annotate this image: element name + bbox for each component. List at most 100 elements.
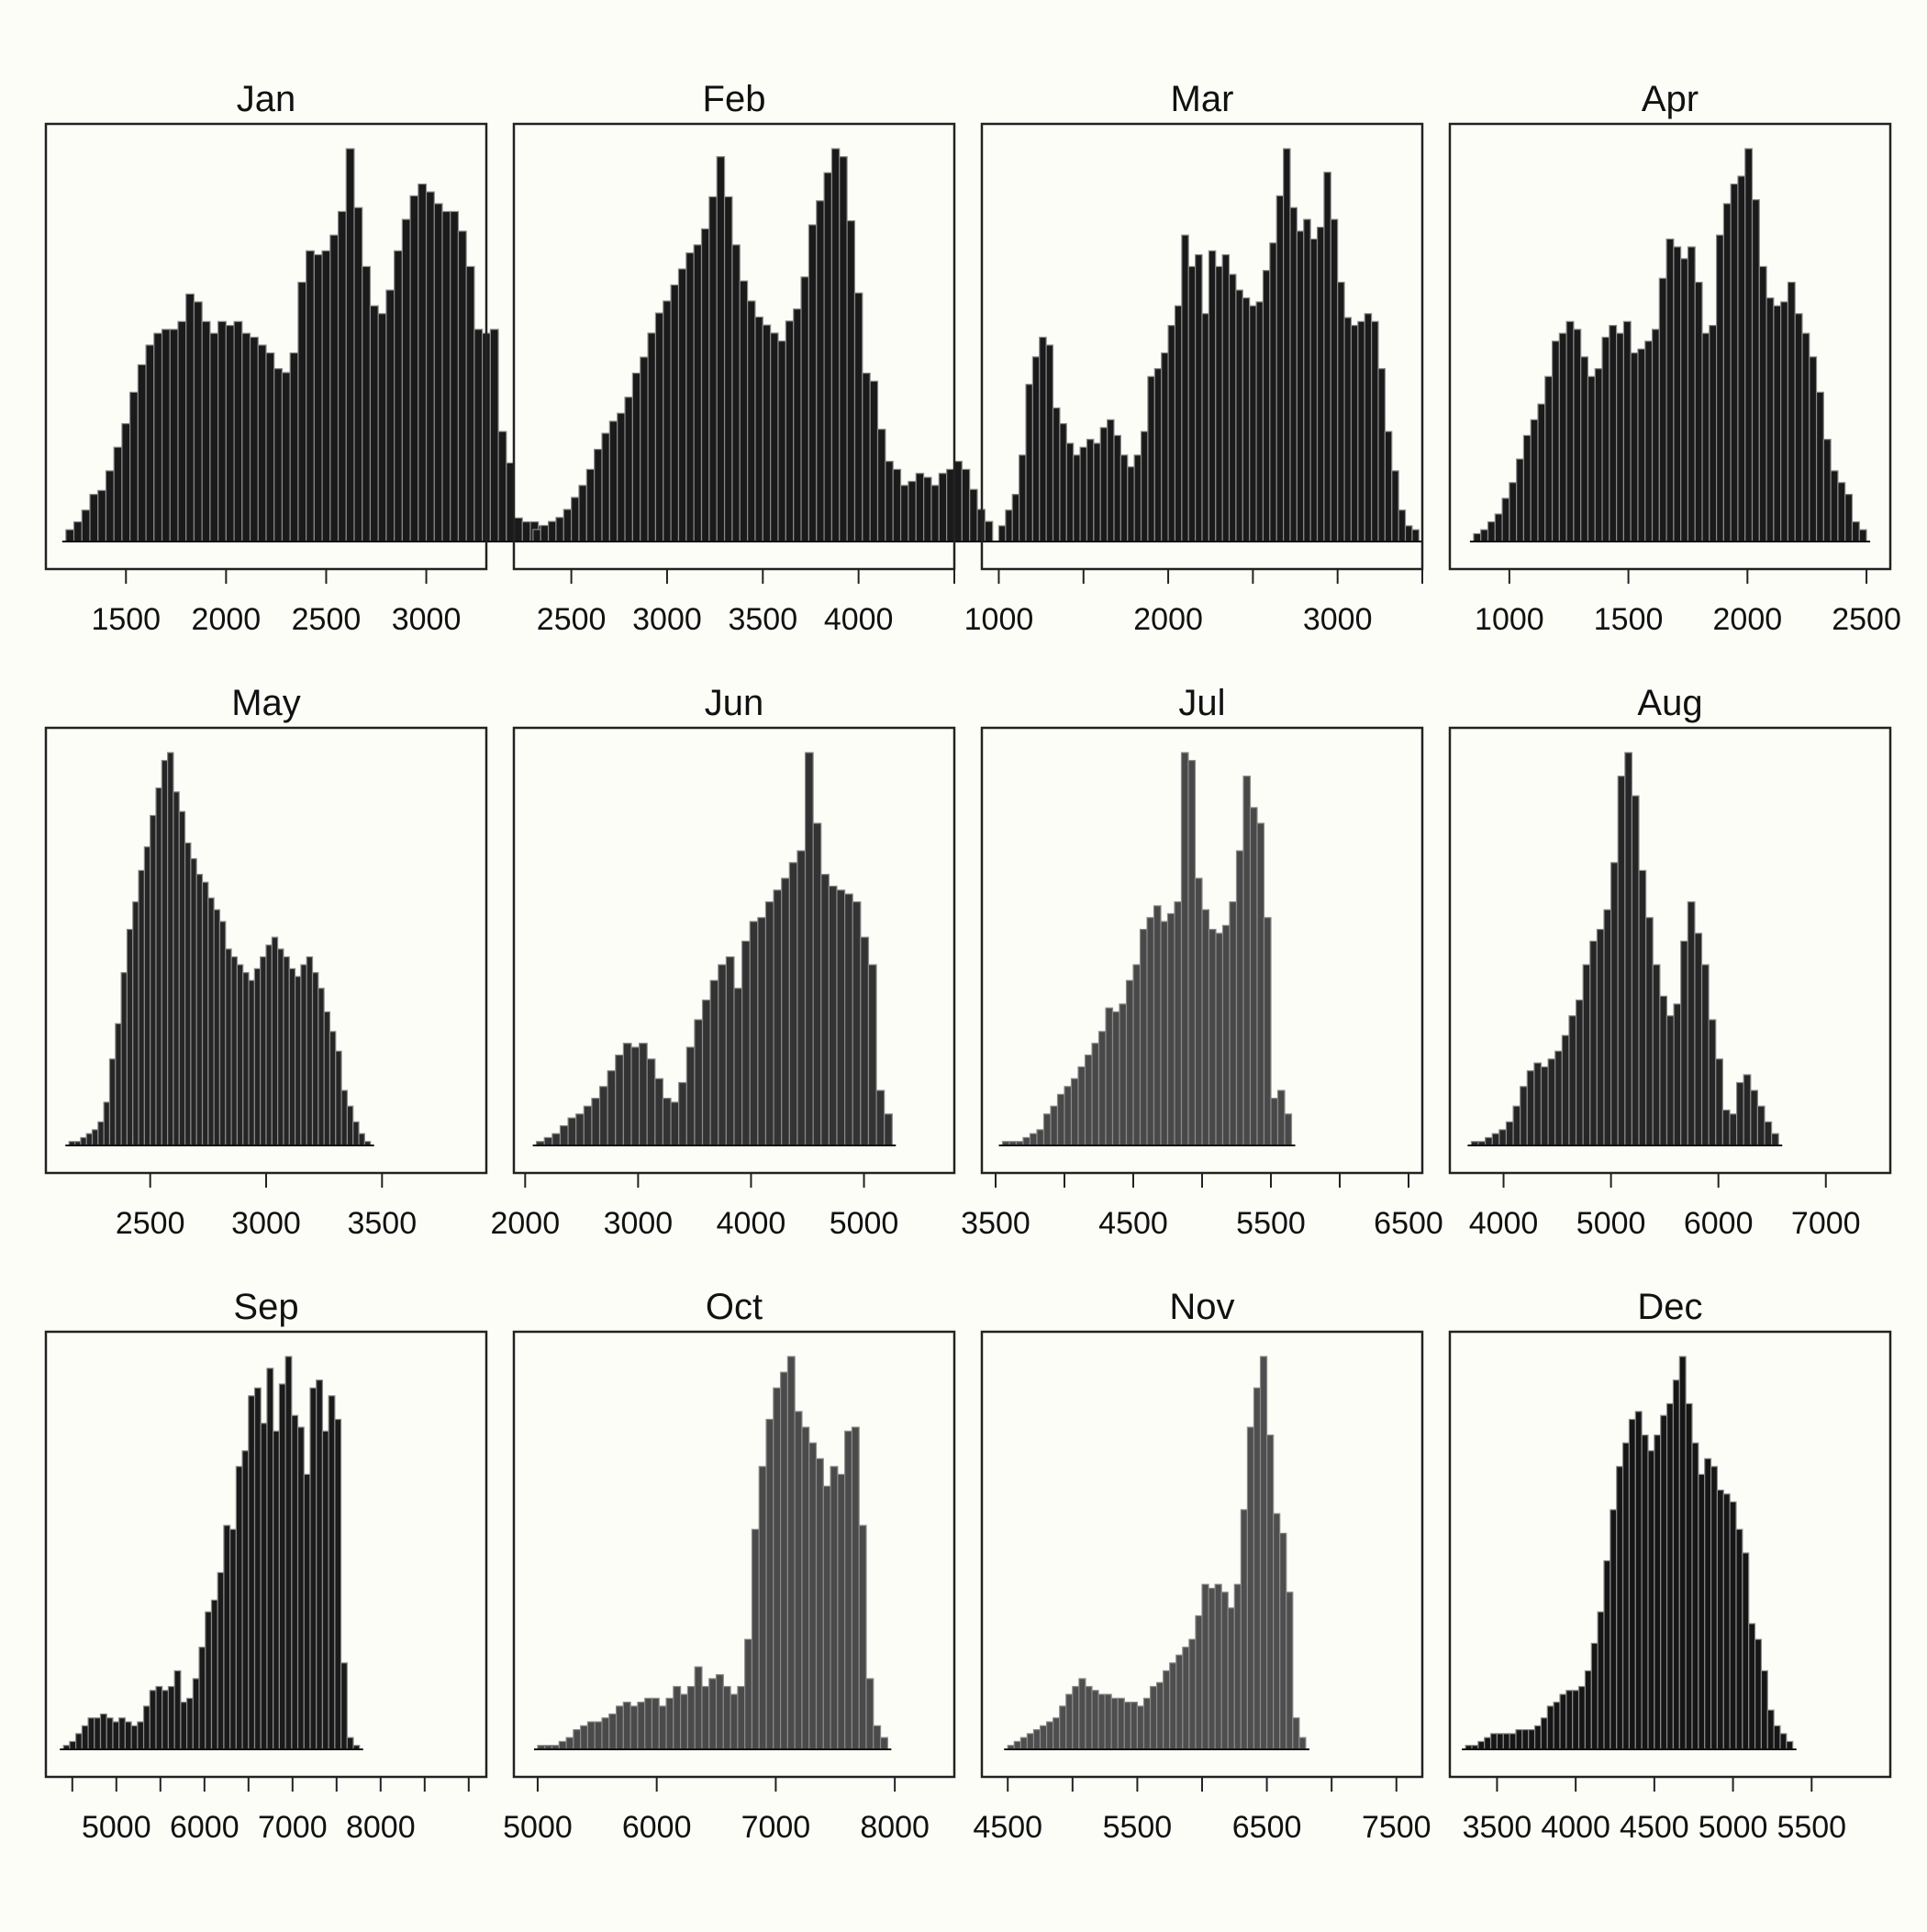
x-tick-label-apr-2: 2000	[1713, 602, 1783, 637]
bar-apr-28	[1673, 246, 1682, 542]
bar-mar-60	[1404, 525, 1413, 542]
bar-sep-5	[94, 1717, 102, 1750]
bar-oct-43	[844, 1430, 853, 1750]
bar-oct-5	[573, 1728, 582, 1750]
bar-jul-19	[1132, 964, 1142, 1146]
bar-aug-19	[1603, 909, 1612, 1146]
bar-jul-24	[1166, 912, 1175, 1146]
bar-jun-31	[781, 877, 790, 1146]
bar-aug-23	[1631, 795, 1640, 1146]
bar-sep-28	[235, 1466, 243, 1750]
panel-mar: Mar 1000 2000 3000	[964, 79, 1424, 637]
bar-jul-25	[1174, 901, 1183, 1146]
bar-dec-38	[1704, 1457, 1712, 1750]
bar-may-14	[150, 814, 157, 1146]
panel-title-oct: Oct	[706, 1287, 763, 1327]
bar-feb-46	[885, 461, 894, 542]
x-tick-label-oct-2: 7000	[741, 1810, 811, 1845]
bar-aug-28	[1665, 1015, 1675, 1146]
x-tick-label-dec-0: 3500	[1463, 1810, 1532, 1845]
bar-dec-45	[1748, 1623, 1756, 1750]
bar-mar-6	[1039, 336, 1047, 542]
bar-apr-37	[1737, 175, 1746, 542]
bar-oct-32	[765, 1418, 774, 1750]
bar-nov-6	[1045, 1721, 1054, 1750]
bar-jan-8	[129, 391, 139, 542]
panel-title-dec: Dec	[1637, 1287, 1702, 1327]
bar-jan-19	[217, 320, 227, 542]
x-tick-label-nov-1: 5500	[1103, 1810, 1173, 1845]
bar-apr-12	[1558, 332, 1567, 542]
bar-mar-23	[1153, 368, 1163, 542]
bar-jan-47	[441, 210, 451, 542]
bar-may-5	[97, 1121, 105, 1146]
bar-jun-2	[551, 1133, 562, 1146]
bar-jan-11	[153, 332, 163, 542]
bar-oct-11	[615, 1705, 624, 1750]
bar-feb-38	[823, 172, 833, 542]
bar-apr-10	[1544, 375, 1554, 542]
bar-dec-16	[1565, 1690, 1574, 1750]
bar-may-4	[91, 1129, 99, 1146]
bar-dec-41	[1722, 1493, 1731, 1750]
bar-oct-18	[665, 1697, 674, 1750]
bar-sep-19	[180, 1702, 188, 1750]
bar-oct-15	[644, 1697, 653, 1750]
bar-apr-54	[1858, 529, 1867, 542]
bar-jan-10	[145, 344, 155, 542]
x-tick-label-aug-1: 5000	[1576, 1206, 1646, 1241]
bar-dec-48	[1766, 1709, 1775, 1750]
bar-may-49	[352, 1121, 360, 1146]
bar-jun-15	[654, 1078, 664, 1146]
bar-jun-33	[796, 850, 807, 1146]
bar-mar-58	[1391, 470, 1399, 542]
bar-may-44	[323, 1011, 331, 1146]
bar-jun-10	[615, 1054, 624, 1146]
bar-dec-23	[1610, 1509, 1618, 1750]
bar-sep-42	[321, 1430, 329, 1750]
bar-sep-16	[162, 1690, 170, 1750]
bar-jul-10	[1070, 1078, 1079, 1146]
bar-mar-24	[1161, 352, 1169, 542]
bar-apr-50	[1830, 470, 1839, 542]
bar-mar-37	[1249, 305, 1257, 542]
bar-aug-18	[1596, 928, 1605, 1146]
bar-aug-20	[1610, 862, 1619, 1146]
bar-sep-44	[334, 1418, 342, 1750]
bar-apr-18	[1601, 336, 1610, 542]
bar-mar-5	[1031, 356, 1041, 542]
bar-nov-37	[1246, 1426, 1255, 1750]
panel-may: May 2500 3000 3500	[44, 683, 488, 1241]
bar-jan-39	[377, 313, 387, 542]
bar-jan-54	[497, 430, 507, 542]
bar-apr-9	[1537, 403, 1546, 542]
bar-nov-43	[1286, 1591, 1294, 1750]
bar-jan-26	[273, 368, 284, 542]
x-tick-label-may-1: 3000	[231, 1206, 301, 1241]
bar-oct-36	[794, 1411, 803, 1750]
bar-aug-32	[1694, 932, 1703, 1146]
bar-jul-13	[1091, 1043, 1100, 1146]
bar-may-21	[190, 857, 197, 1146]
bar-feb-4	[563, 508, 573, 542]
bar-nov-9	[1065, 1693, 1074, 1750]
bar-nov-45	[1298, 1737, 1307, 1750]
bar-feb-43	[862, 372, 871, 542]
bar-dec-40	[1716, 1489, 1724, 1750]
bar-jul-14	[1097, 1031, 1107, 1146]
bar-apr-39	[1751, 199, 1760, 542]
bar-oct-10	[608, 1713, 618, 1750]
bar-apr-52	[1844, 494, 1854, 542]
bar-nov-11	[1078, 1678, 1086, 1750]
panel-title-jul: Jul	[1178, 683, 1225, 723]
panel-jul: Jul 3500 4500 5500 6500	[961, 683, 1443, 1241]
bar-jul-29	[1201, 909, 1210, 1146]
bar-sep-31	[253, 1387, 262, 1750]
bar-jun-16	[662, 1098, 672, 1146]
bar-jan-22	[241, 332, 251, 542]
bar-oct-41	[830, 1466, 839, 1750]
bar-oct-34	[779, 1371, 788, 1750]
bar-jan-32	[321, 250, 331, 542]
bar-nov-30	[1201, 1583, 1209, 1750]
bar-may-16	[161, 759, 169, 1146]
